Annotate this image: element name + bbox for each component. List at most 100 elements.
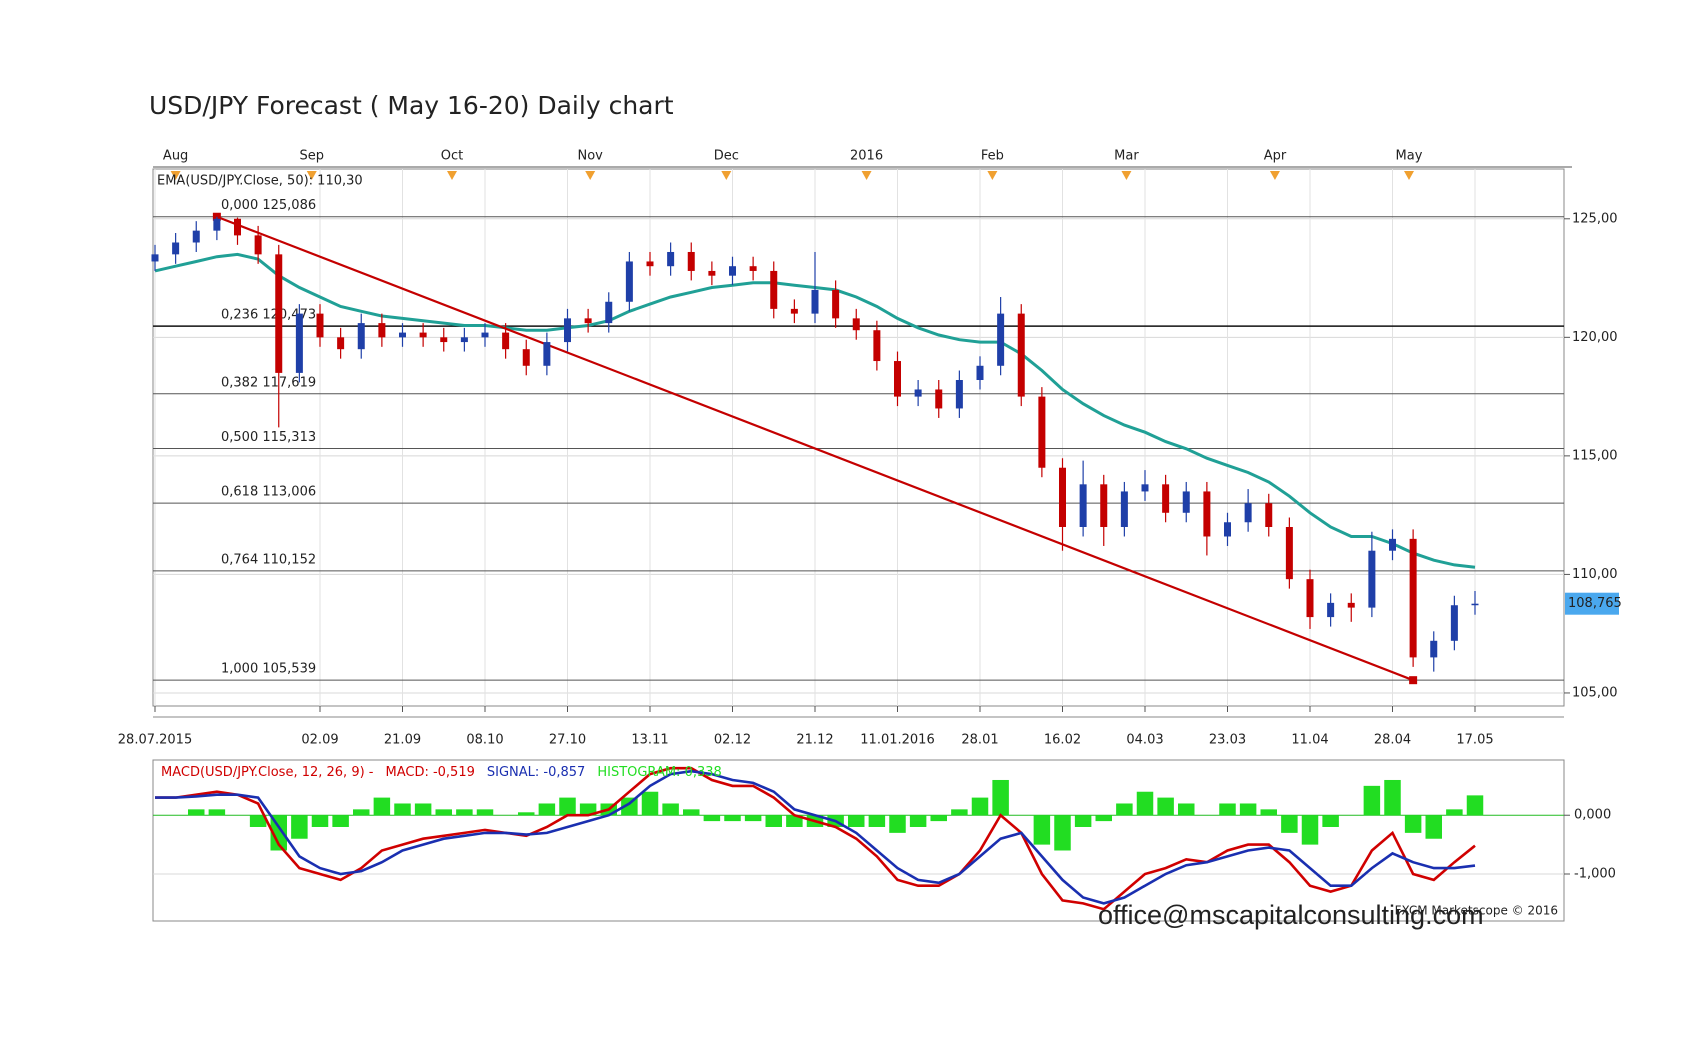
y-tick-label: 115,00 [1572,448,1618,463]
month-label: Feb [981,149,1004,164]
x-tick-label: 13.11 [631,733,668,748]
candle-body [976,365,984,381]
candle-body [1430,640,1438,658]
candle-body [440,337,448,343]
candle-body [1017,313,1025,397]
candle-body [708,270,716,276]
macd-line [155,769,1476,905]
histogram-bar [1446,809,1463,816]
histogram-bar [1157,797,1174,816]
x-tick-label: 02.12 [714,733,751,748]
candle-body [770,270,778,309]
macd-panel [152,759,1565,922]
candle-body [1471,603,1479,606]
histogram-bar [683,809,700,816]
histogram-bar [188,809,205,816]
candle-body [687,251,695,271]
fib-label: 0,764 110,152 [221,552,316,567]
histogram-bar [786,815,803,827]
histogram-bar [332,815,349,827]
month-marker [306,171,317,180]
candle-body [852,318,860,331]
macd-line [155,766,1476,911]
histogram-bar [992,779,1009,816]
y-tick-label: 110,00 [1572,567,1618,582]
candle-body [667,251,675,267]
histogram-bar [1404,815,1422,833]
histogram-bar [641,791,659,816]
candle-body [832,289,840,319]
candle-body [1224,522,1231,537]
x-tick-label: 21.09 [384,733,421,748]
legend-entry: MACD: -0,519 [385,765,474,780]
last-price-box [1565,592,1619,615]
candle-body [1182,491,1190,513]
candle-body [1347,602,1355,608]
fib-label: 0,500 115,313 [221,430,316,445]
histogram-bar [1054,815,1071,851]
candle-body [1100,484,1108,527]
month-label: Dec [714,149,739,164]
histogram-bar [909,815,927,827]
month-marker [1269,171,1280,180]
histogram-bar [456,809,473,816]
candle-body [234,218,241,236]
candle-body [192,230,200,243]
histogram-bar [1260,809,1277,816]
candle-body [316,313,324,338]
candle-body [811,289,819,314]
candle-body [605,301,613,324]
histogram-bar [394,803,411,816]
candle-body [1368,550,1376,608]
histogram-bar [559,797,576,816]
candle-body [1038,396,1046,468]
candle-body [1306,579,1314,618]
histogram-bar [848,815,865,827]
candle-body [1203,491,1211,537]
fib-label: 0,618 113,006 [221,485,316,500]
x-tick-label: 28.07.2015 [118,733,192,748]
fib-label: 0,000 125,086 [221,198,316,213]
y-tick-label: 125,00 [1572,211,1618,226]
month-label: Mar [1114,149,1139,164]
histogram-bar [724,815,741,822]
histogram-bar [951,809,968,816]
candle-body [1120,491,1128,527]
histogram-bar [765,815,782,827]
histogram-bar [889,815,906,833]
histogram-bar [208,809,226,816]
month-marker [1121,171,1132,180]
candle-body [1244,503,1252,523]
candle-body [790,308,798,314]
histogram-bar [703,815,721,822]
candle-body [1162,484,1170,513]
candle-body [564,318,571,343]
candle-body [997,313,1005,366]
month-label: May [1396,149,1423,164]
candle-body [646,261,654,267]
candle-body [481,332,489,338]
candle-body [1327,602,1335,618]
histogram-bar [1033,815,1051,845]
fib-label: 0,236 120,473 [221,308,316,323]
histogram-bar [1239,803,1257,816]
candle-body [378,323,386,338]
candle-body [1389,538,1396,551]
x-tick-label: 23.03 [1209,733,1246,748]
y-tick-label: 0,000 [1574,808,1611,823]
histogram-bar [930,815,947,822]
histogram-bar [971,797,989,816]
histogram-bar [1281,815,1298,833]
histogram-bar [414,803,432,816]
candle-body [172,242,180,255]
candle-body [584,318,592,324]
month-marker [721,171,732,180]
histogram-bar [538,803,556,816]
price-panel [152,168,1565,707]
credit: FXCM Marketscope © 2016 [1395,904,1558,918]
histogram-bar [373,797,391,816]
x-tick-label: 17.05 [1456,733,1493,748]
histogram-bar [1219,803,1236,816]
